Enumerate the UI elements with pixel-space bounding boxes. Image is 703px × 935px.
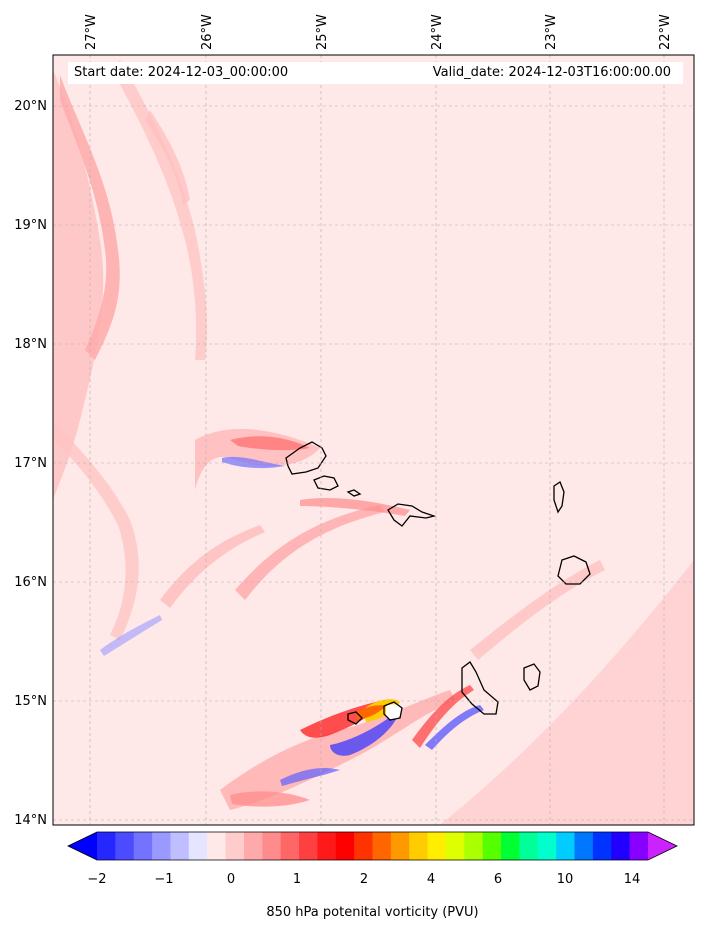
colorbar-segment	[133, 832, 153, 860]
island-sao-nicolau	[387, 503, 437, 527]
lat-label: 18°N	[14, 337, 47, 352]
pv-band-diag-3	[160, 525, 265, 608]
pv-field-contours	[53, 60, 694, 825]
island-fogo	[383, 701, 403, 721]
colorbar-segment	[280, 832, 300, 860]
pv-vortex-core-orange	[356, 705, 386, 720]
lon-label: 22°W	[658, 14, 673, 50]
colorbar-segment	[152, 832, 171, 860]
lon-label: 25°W	[315, 14, 330, 50]
colorbar-segment	[317, 832, 337, 860]
lat-label: 16°N	[14, 575, 47, 590]
lon-label: 26°W	[200, 14, 215, 50]
graticule	[53, 55, 694, 825]
colorbar-segment	[427, 832, 447, 860]
colorbar-segment	[262, 832, 282, 860]
colorbar-segment	[243, 832, 263, 860]
island-sao-vicente	[313, 475, 339, 491]
colorbar-segment	[611, 832, 631, 860]
colorbar-outline	[67, 831, 678, 861]
colorbar-tick-label: 4	[427, 872, 435, 887]
colorbar-segment	[445, 832, 465, 860]
lat-label: 17°N	[14, 456, 47, 471]
island-brava	[347, 711, 363, 725]
colorbar-segment	[629, 832, 649, 860]
pv-streak-se	[470, 560, 605, 660]
map-frame	[52, 54, 695, 826]
colorbar-segment	[464, 832, 484, 860]
lat-label: 20°N	[14, 99, 47, 114]
lat-label: 14°N	[14, 813, 47, 828]
colorbar-tick-label: −1	[154, 872, 173, 887]
colorbar	[67, 831, 678, 861]
latitude-labels: 20°N 19°N 18°N 17°N 16°N 15°N 14°N	[14, 99, 47, 828]
colorbar-segment	[556, 832, 576, 860]
island-sal	[553, 481, 565, 514]
pv-band-diag-2	[300, 498, 410, 516]
pv-band-blue-south	[280, 768, 340, 786]
island-maio	[523, 663, 541, 691]
colorbar-segment	[409, 832, 429, 860]
pv-band-red-se	[412, 685, 474, 748]
colorbar-tick-label: 14	[624, 872, 641, 887]
coastlines	[285, 441, 591, 725]
pv-band-diag-1	[235, 505, 385, 600]
colorbar-tick-label: 1	[293, 872, 301, 887]
island-santo-antao	[285, 441, 327, 475]
start-date-label: Start date: 2024-12-03_00:00:00	[68, 62, 400, 84]
colorbar-segment	[501, 832, 520, 860]
colorbar-tick-label: 2	[360, 872, 368, 887]
colorbar-segment	[537, 832, 557, 860]
island-santa-luzia	[346, 489, 362, 497]
pv-streak-nw-2	[112, 60, 207, 360]
lon-label: 23°W	[544, 14, 559, 50]
pv-vortex-blue	[330, 710, 400, 756]
colorbar-segment	[335, 832, 355, 860]
colorbar-tick-label: 0	[227, 872, 235, 887]
colorbar-segment	[97, 832, 116, 860]
colorbar-title: 850 hPa potenital vorticity (PVU)	[266, 905, 479, 920]
pv-streak-w	[53, 420, 139, 640]
colorbar-extend-min	[68, 832, 97, 860]
pv-region-se	[440, 560, 694, 825]
lat-label: 19°N	[14, 218, 47, 233]
pv-streak-nw-3	[145, 110, 190, 205]
colorbar-segment	[299, 832, 318, 860]
lon-label: 24°W	[430, 14, 445, 50]
lat-label: 15°N	[14, 694, 47, 709]
colorbar-tick-label: 10	[557, 872, 574, 887]
colorbar-segment	[115, 832, 135, 860]
pv-band-blue-west	[100, 615, 162, 656]
longitude-labels: 27°W 26°W 25°W 24°W 23°W 22°W	[84, 14, 673, 50]
colorbar-segment	[354, 832, 373, 860]
pv-streak-nw-broad	[53, 70, 104, 500]
colorbar-segment	[574, 832, 594, 860]
colorbar-segment	[170, 832, 190, 860]
pv-streak-nw	[60, 75, 120, 360]
island-boa-vista	[557, 555, 591, 585]
colorbar-tick-labels: −2 −1 0 1 2 4 6 10 14	[87, 872, 640, 887]
valid-date-label: Valid_date: 2024-12-03T16:00:00.00	[388, 62, 683, 84]
island-santiago	[461, 661, 499, 715]
pv-band-blue-se	[425, 705, 484, 750]
colorbar-segment	[482, 832, 502, 860]
colorbar-segment	[372, 832, 392, 860]
pv-band-blue-north	[222, 456, 285, 469]
pv-vortex-core-white	[386, 704, 402, 720]
colorbar-tick-label: −2	[87, 872, 106, 887]
colorbar-segment	[225, 832, 245, 860]
pv-band-red-north	[230, 436, 310, 451]
colorbar-tick-label: 6	[494, 872, 502, 887]
map-plot-area	[53, 55, 694, 825]
lon-label: 27°W	[84, 14, 99, 50]
colorbar-segment	[519, 832, 539, 860]
colorbar-segment	[390, 832, 410, 860]
pv-band-red-south	[230, 791, 310, 807]
colorbar-segment	[207, 832, 227, 860]
colorbar-extend-max	[648, 832, 677, 860]
colorbar-segment	[188, 832, 208, 860]
colorbar-segment	[592, 832, 612, 860]
